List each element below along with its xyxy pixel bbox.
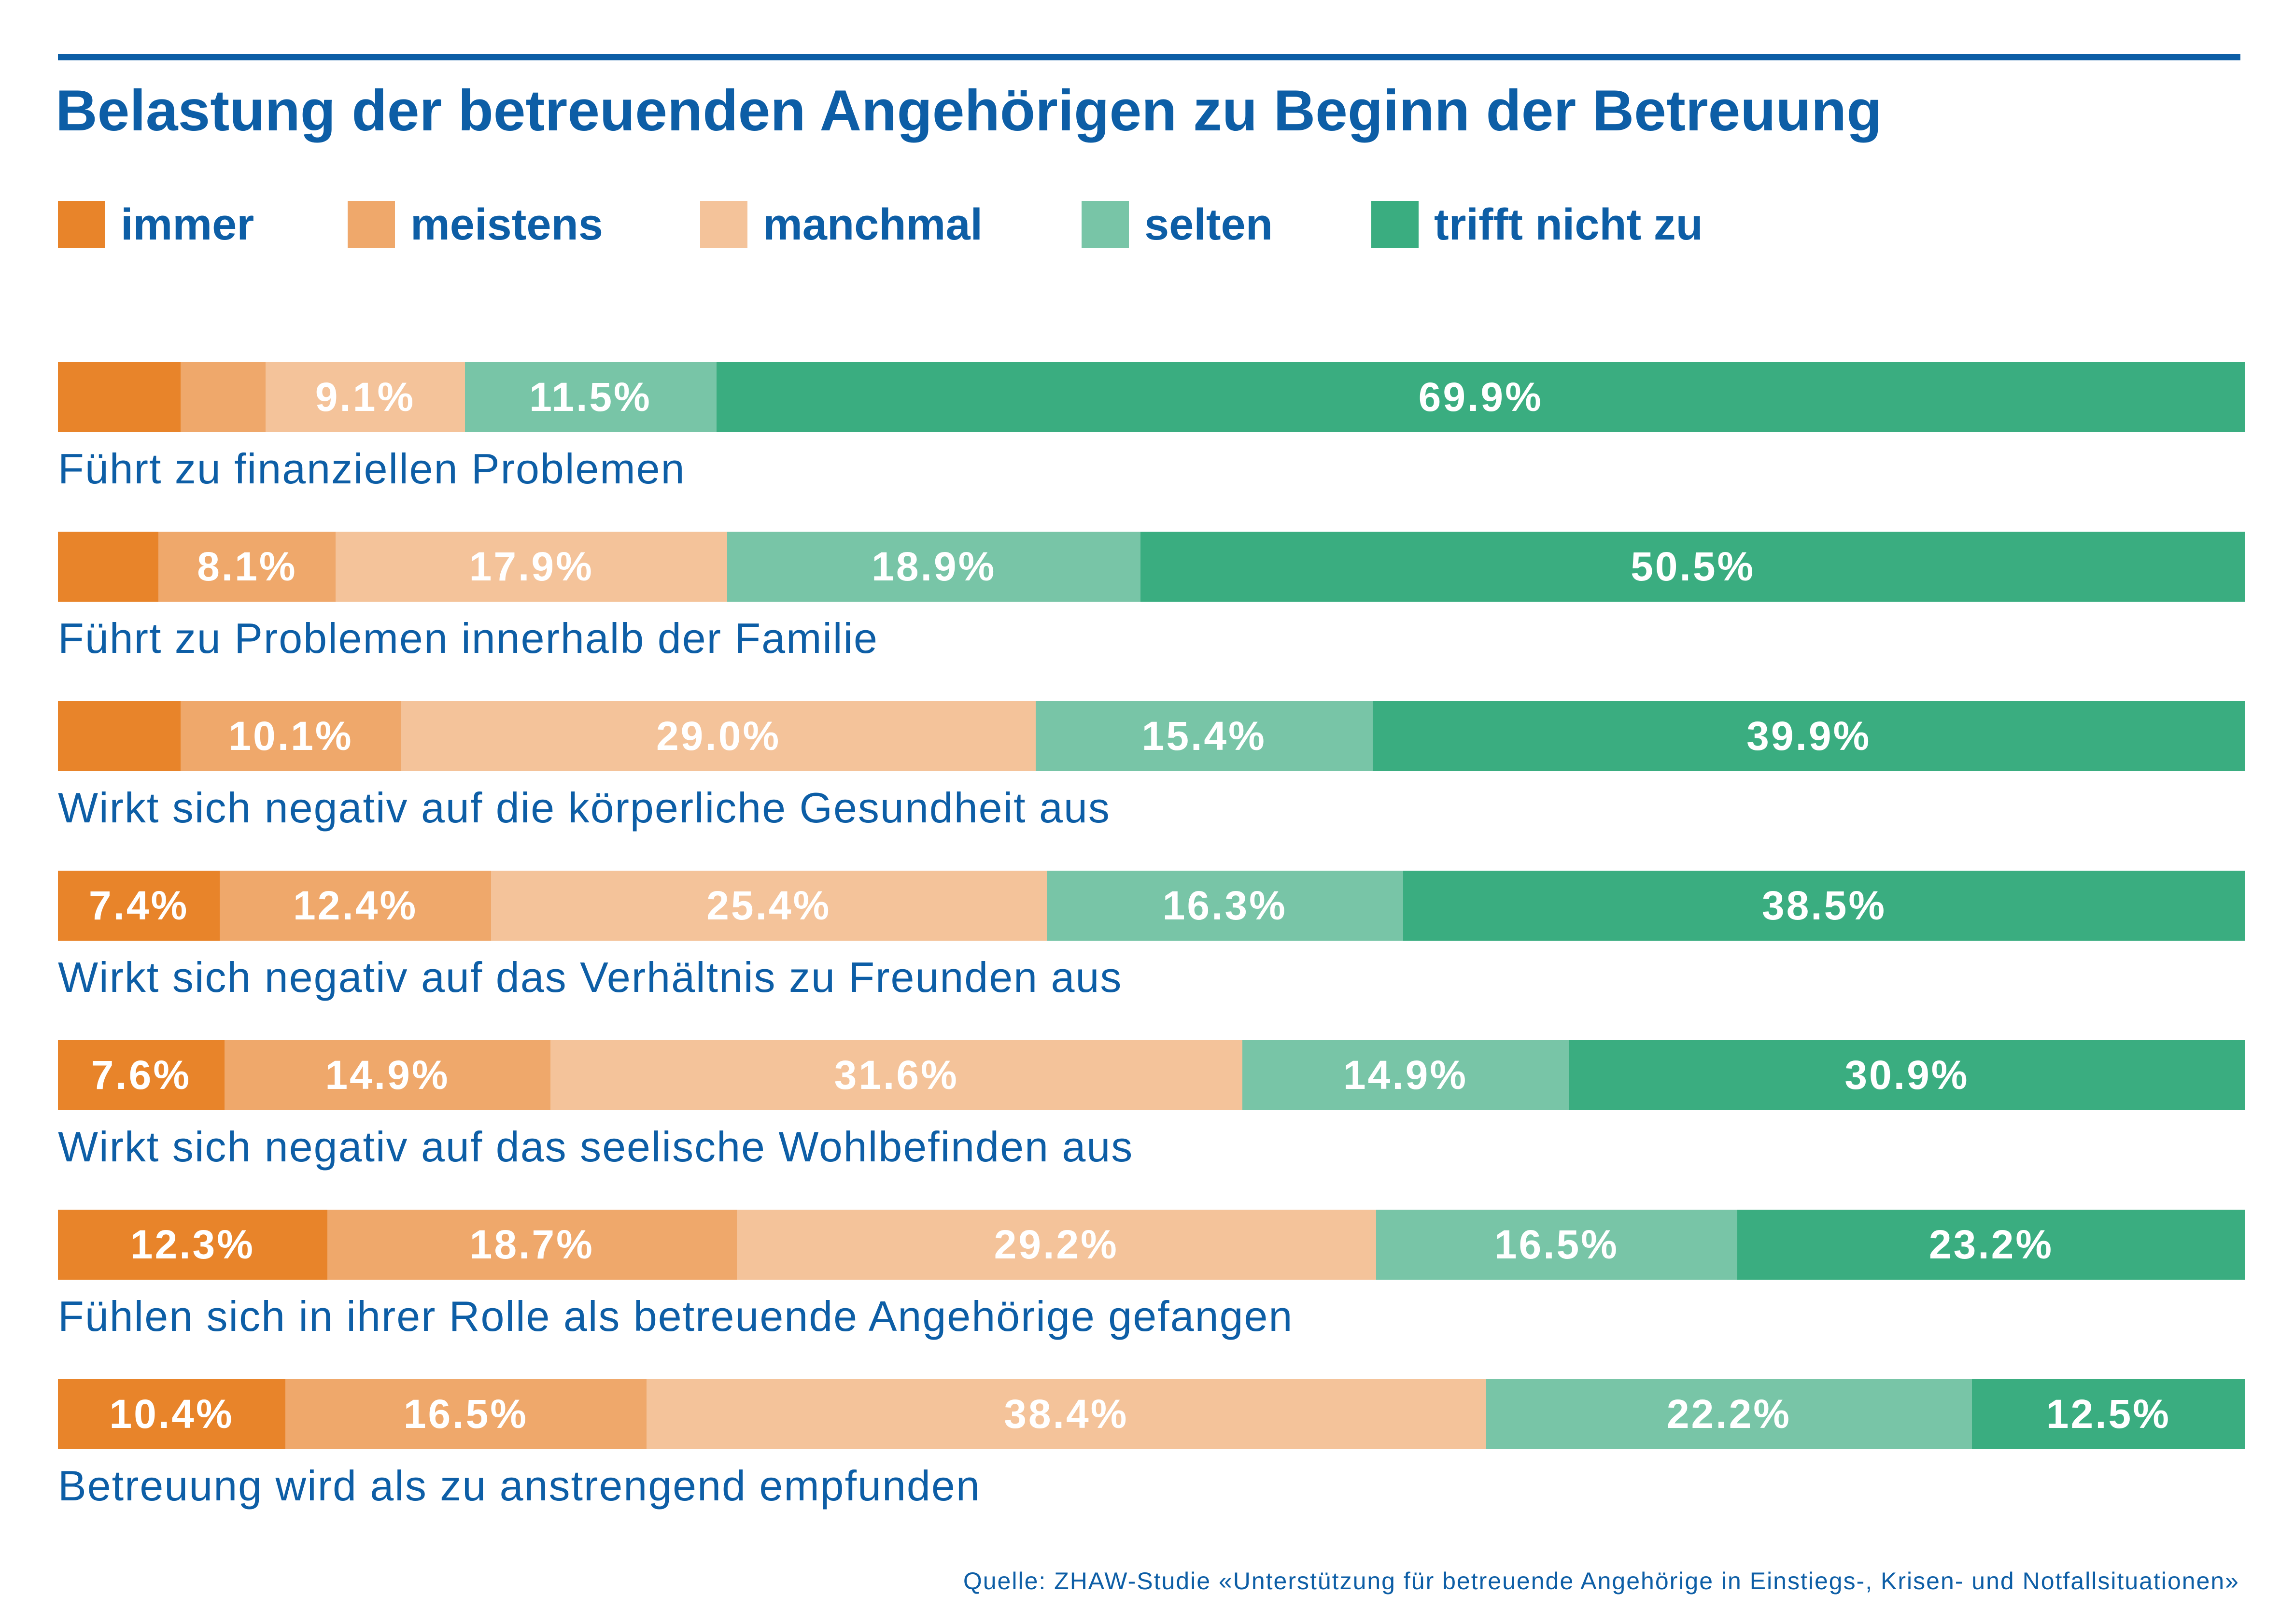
data-label: 14.9% bbox=[1343, 1052, 1468, 1098]
bar-segment: 10.4% bbox=[58, 1379, 286, 1449]
data-label: 11.5% bbox=[529, 374, 652, 420]
legend-swatch bbox=[1082, 201, 1129, 248]
category-label: Fühlen sich in ihrer Rolle als betreuend… bbox=[58, 1292, 1294, 1340]
bar-row: 8.1% 17.9% 18.9% 50.5% bbox=[58, 532, 2245, 602]
data-label: 9.1% bbox=[315, 374, 416, 420]
bar-segment bbox=[58, 362, 181, 432]
data-label: 30.9% bbox=[1844, 1052, 1970, 1098]
legend-label: trifft nicht zu bbox=[1434, 199, 1703, 249]
data-label: 15.4% bbox=[1141, 713, 1267, 759]
data-label: 25.4% bbox=[706, 883, 831, 928]
bar-segment: 22.2% bbox=[1486, 1379, 1972, 1449]
legend-label: immer bbox=[121, 199, 254, 249]
bar-segment: 15.4% bbox=[1035, 701, 1373, 771]
category-label: Führt zu Problemen innerhalb der Familie bbox=[58, 614, 878, 662]
data-label: 8.1% bbox=[197, 544, 297, 589]
bar-row: 10.1% 29.0% 15.4% 39.9% bbox=[58, 701, 2245, 771]
bar-segment: 12.3% bbox=[58, 1210, 327, 1280]
legend-item: meistens bbox=[348, 198, 603, 251]
bar-segment: 17.9% bbox=[336, 532, 728, 602]
category-label: Wirkt sich negativ auf das seelische Woh… bbox=[58, 1123, 1134, 1171]
legend-label: selten bbox=[1144, 199, 1273, 249]
source-note: Quelle: ZHAW-Studie «Unterstützung für b… bbox=[963, 1568, 2239, 1595]
bar-segment: 18.9% bbox=[727, 532, 1141, 602]
bar-segment: 18.7% bbox=[327, 1210, 737, 1280]
bar-segment: 16.5% bbox=[285, 1379, 647, 1449]
data-label: 17.9% bbox=[469, 544, 594, 589]
bar-segment: 11.5% bbox=[464, 362, 717, 432]
data-label: 12.3% bbox=[130, 1222, 255, 1267]
bar-segment: 38.5% bbox=[1403, 871, 2245, 941]
legend-item: manchmal bbox=[700, 198, 983, 251]
bar-segment: 38.4% bbox=[646, 1379, 1487, 1449]
data-label: 38.4% bbox=[1004, 1391, 1129, 1437]
legend: immer meistens manchmal selten trifft nicht … bbox=[58, 198, 2182, 251]
data-label: 12.5% bbox=[2046, 1391, 2171, 1437]
data-label: 18.7% bbox=[469, 1222, 594, 1267]
bar-segment: 16.3% bbox=[1046, 871, 1403, 941]
bar-segment: 30.9% bbox=[1568, 1040, 2245, 1110]
data-label: 39.9% bbox=[1746, 713, 1872, 759]
bar-segment: 25.4% bbox=[491, 871, 1047, 941]
data-label: 29.2% bbox=[994, 1222, 1119, 1267]
bar-segment: 69.9% bbox=[716, 362, 2245, 432]
data-label: 12.4% bbox=[293, 883, 418, 928]
data-label: 18.9% bbox=[872, 544, 997, 589]
legend-swatch bbox=[1371, 201, 1419, 248]
data-label: 29.0% bbox=[656, 713, 781, 759]
bar-segment: 12.4% bbox=[220, 871, 491, 941]
legend-swatch bbox=[348, 201, 395, 248]
data-label: 10.1% bbox=[228, 713, 353, 759]
bar-row: 7.6% 14.9% 31.6% 14.9% 30.9% bbox=[58, 1040, 2245, 1110]
bar-segment bbox=[180, 362, 266, 432]
bar-segment: 14.9% bbox=[1242, 1040, 1569, 1110]
bar-segment: 7.4% bbox=[58, 871, 220, 941]
data-label: 16.5% bbox=[1494, 1222, 1619, 1267]
bar-row: 7.4% 12.4% 25.4% 16.3% 38.5% bbox=[58, 871, 2245, 941]
bar-segment bbox=[58, 532, 159, 602]
bar-segment: 7.6% bbox=[58, 1040, 225, 1110]
bar-segment: 39.9% bbox=[1372, 701, 2245, 771]
data-label: 16.5% bbox=[403, 1391, 528, 1437]
bar-segment: 9.1% bbox=[266, 362, 465, 432]
legend-item: trifft nicht zu bbox=[1371, 198, 1703, 251]
data-label: 69.9% bbox=[1418, 374, 1543, 420]
bar-segment: 50.5% bbox=[1140, 532, 2245, 602]
data-label: 14.9% bbox=[325, 1052, 450, 1098]
legend-item: selten bbox=[1082, 198, 1273, 251]
data-label: 10.4% bbox=[109, 1391, 234, 1437]
bar-row: 10.4% 16.5% 38.4% 22.2% 12.5% bbox=[58, 1379, 2245, 1449]
bar-row: 12.3% 18.7% 29.2% 16.5% 23.2% bbox=[58, 1210, 2245, 1280]
data-label: 23.2% bbox=[1928, 1222, 2054, 1267]
bar-segment: 29.2% bbox=[736, 1210, 1376, 1280]
category-label: Wirkt sich negativ auf das Verhältnis zu… bbox=[58, 953, 1123, 1001]
bar-segment: 10.1% bbox=[180, 701, 402, 771]
legend-label: meistens bbox=[410, 199, 603, 249]
bar-row: 9.1% 11.5% 69.9% bbox=[58, 362, 2245, 432]
bar-segment: 12.5% bbox=[1971, 1379, 2245, 1449]
category-label: Betreuung wird als zu anstrengend empfun… bbox=[58, 1462, 981, 1510]
data-label: 22.2% bbox=[1666, 1391, 1791, 1437]
legend-item: immer bbox=[58, 198, 254, 251]
category-label: Führt zu finanziellen Problemen bbox=[58, 445, 686, 493]
bar-segment: 23.2% bbox=[1737, 1210, 2245, 1280]
data-label: 31.6% bbox=[834, 1052, 959, 1098]
data-label: 16.3% bbox=[1162, 883, 1287, 928]
legend-label: manchmal bbox=[763, 199, 983, 249]
chart-title: Belastung der betreuenden Angehörigen zu… bbox=[56, 78, 1882, 143]
legend-swatch bbox=[700, 201, 747, 248]
title-rule bbox=[58, 54, 2240, 60]
bar-segment: 29.0% bbox=[401, 701, 1036, 771]
category-label: Wirkt sich negativ auf die körperliche G… bbox=[58, 784, 1111, 832]
bar-segment: 31.6% bbox=[550, 1040, 1243, 1110]
bar-segment: 8.1% bbox=[158, 532, 336, 602]
bar-segment: 16.5% bbox=[1376, 1210, 1737, 1280]
data-label: 7.4% bbox=[88, 883, 189, 928]
bar-segment bbox=[58, 701, 181, 771]
data-label: 7.6% bbox=[91, 1052, 192, 1098]
legend-swatch bbox=[58, 201, 105, 248]
data-label: 38.5% bbox=[1761, 883, 1887, 928]
data-label: 50.5% bbox=[1631, 544, 1756, 589]
bar-segment: 14.9% bbox=[224, 1040, 551, 1110]
